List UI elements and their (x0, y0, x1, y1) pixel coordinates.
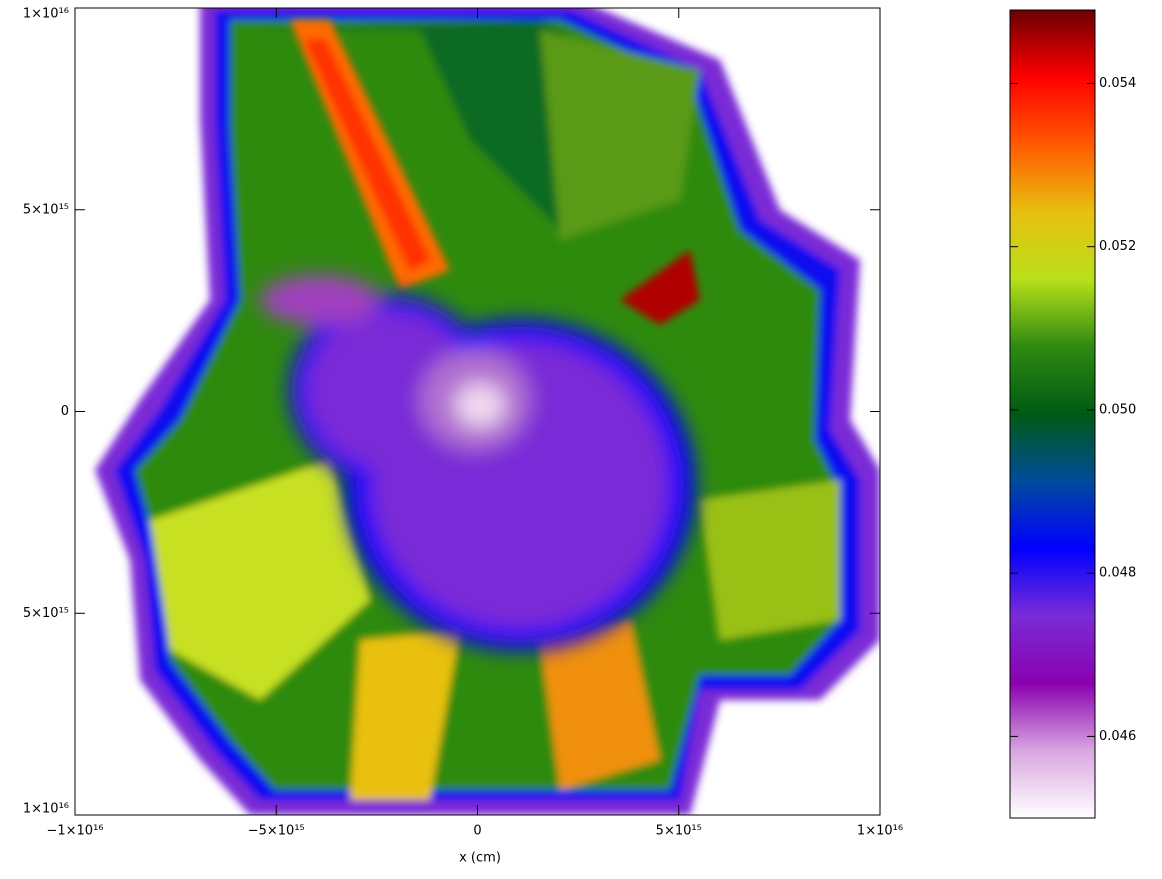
colorbar-tick-label: 0.048 (1099, 566, 1136, 581)
y-tick-label: 1×10¹⁶ (23, 7, 69, 22)
y-tick-label: 5×10¹⁵ (23, 202, 69, 217)
y-tick-label: 5×10¹⁵ (23, 606, 69, 621)
colorbar-tick-label: 0.050 (1099, 402, 1136, 417)
x-tick-label: 0 (473, 824, 481, 839)
y-tick-label: 1×10¹⁶ (23, 802, 69, 817)
colorbar-tick-label: 0.054 (1099, 76, 1136, 91)
x-tick-label: 1×10¹⁶ (857, 824, 903, 839)
x-tick-label: 5×10¹⁵ (656, 824, 702, 839)
y-tick-label: 0 (61, 404, 69, 419)
x-axis-label: x (cm) (459, 851, 501, 866)
x-tick-label: −1×10¹⁶ (46, 824, 103, 839)
colorbar-tick-label: 0.046 (1099, 729, 1136, 744)
x-tick-label: −5×10¹⁵ (248, 824, 305, 839)
colorbar (1010, 10, 1095, 818)
chart: x (cm) −1×10¹⁶ −5×10¹⁵ 0 5×10¹⁵ 1×10¹⁶ 1×10¹⁶… (0, 0, 1162, 875)
field-image (95, 0, 880, 815)
colorbar-tick-label: 0.052 (1099, 239, 1136, 254)
